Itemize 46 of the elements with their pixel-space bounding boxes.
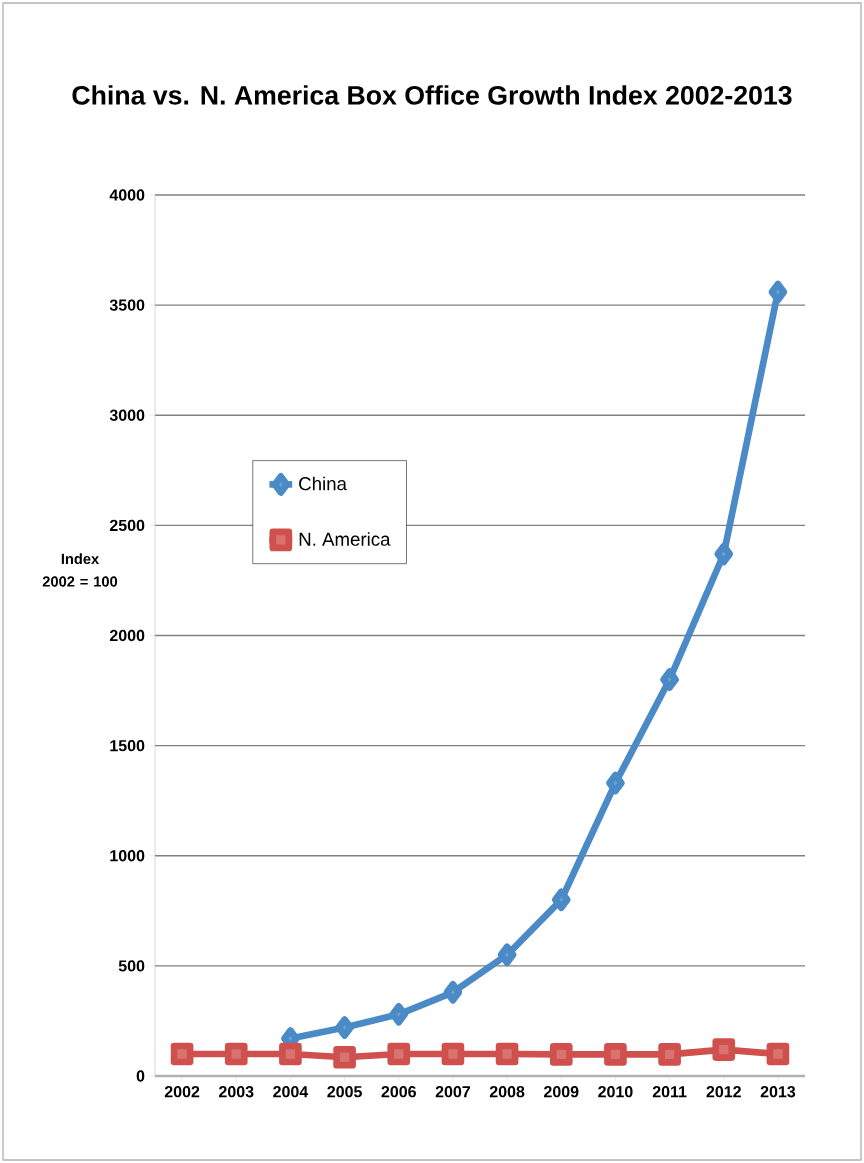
point bbox=[389, 1002, 409, 1026]
point bbox=[224, 1042, 248, 1066]
point bbox=[497, 943, 517, 967]
x-tick-label: 2006 bbox=[381, 1086, 416, 1098]
point bbox=[712, 1038, 736, 1061]
point bbox=[495, 1042, 519, 1066]
x-tick-label: 2007 bbox=[435, 1086, 471, 1098]
y-tick-label: 1000 bbox=[110, 850, 145, 862]
legend-label: N. America bbox=[299, 532, 391, 546]
x-tick-label: 2011 bbox=[652, 1086, 687, 1098]
y-tick-label: 2500 bbox=[109, 519, 145, 532]
y-tick-label: 500 bbox=[118, 960, 145, 972]
point bbox=[604, 1043, 627, 1066]
point bbox=[335, 1016, 354, 1039]
y-tick-label: 3000 bbox=[109, 409, 145, 421]
y-tick-label: 0 bbox=[136, 1070, 145, 1082]
point bbox=[549, 1043, 573, 1066]
point bbox=[441, 1042, 465, 1066]
y-tick-label: 2000 bbox=[109, 629, 145, 642]
y-tick-label: 1500 bbox=[110, 739, 145, 752]
x-tick-label: 2008 bbox=[489, 1086, 525, 1098]
x-tick-label: 2002 bbox=[164, 1086, 200, 1098]
x-tick-label: 2012 bbox=[706, 1086, 741, 1098]
point bbox=[551, 888, 571, 912]
x-tick-label: 2010 bbox=[598, 1086, 633, 1098]
point bbox=[714, 542, 734, 566]
legend-label: China bbox=[299, 476, 347, 491]
point bbox=[766, 1042, 790, 1066]
y-axis-title: Index 2002 = 100 bbox=[42, 553, 118, 587]
x-tick-label: 2005 bbox=[327, 1086, 362, 1098]
point bbox=[658, 1043, 681, 1066]
point bbox=[170, 1042, 194, 1066]
y-tick-label: 3500 bbox=[109, 299, 145, 311]
x-tick-label: 2004 bbox=[273, 1086, 309, 1098]
y-tick-label: 4000 bbox=[109, 189, 145, 201]
point bbox=[443, 980, 463, 1004]
point bbox=[768, 280, 788, 304]
x-tick-label: 2009 bbox=[544, 1086, 579, 1098]
point bbox=[279, 1042, 302, 1066]
x-tick-label: 2013 bbox=[760, 1086, 796, 1098]
point bbox=[387, 1042, 411, 1066]
chart-title: China vs. N. America Box Office Growth Index 2002-2013 bbox=[72, 85, 792, 105]
point bbox=[333, 1045, 356, 1069]
point bbox=[660, 668, 679, 691]
x-tick-label: 2003 bbox=[219, 1086, 254, 1098]
point bbox=[606, 771, 625, 795]
